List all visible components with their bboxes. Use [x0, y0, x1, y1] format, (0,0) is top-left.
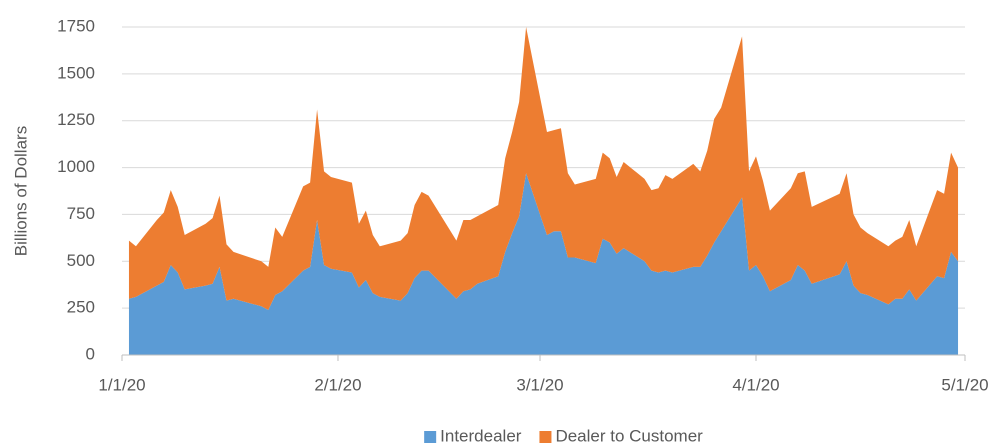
y-tick-label: 1250	[57, 110, 95, 129]
legend: Interdealer Dealer to Customer	[424, 426, 703, 445]
y-axis-title: Billions of Dollars	[11, 126, 30, 256]
y-tick-label: 250	[67, 298, 95, 317]
area	[128, 27, 959, 311]
y-tick-label: 1500	[57, 63, 95, 82]
y-tick-label: 1000	[57, 157, 95, 176]
x-tick-label: 2/1/20	[314, 375, 361, 394]
legend-swatch	[424, 431, 437, 443]
y-tick-label: 500	[67, 251, 95, 270]
x-tick-label: 5/1/20	[941, 375, 988, 394]
x-tick-label: 3/1/20	[516, 375, 563, 394]
area	[128, 173, 959, 355]
x-tick-label: 4/1/20	[732, 375, 779, 394]
legend-swatch	[539, 431, 552, 443]
y-tick-label: 1750	[57, 16, 95, 35]
legend-label: Interdealer	[440, 426, 522, 445]
x-tick-label: 1/1/20	[98, 375, 145, 394]
y-tick-label: 0	[86, 344, 95, 363]
y-tick-label: 750	[67, 204, 95, 223]
legend-label: Dealer to Customer	[555, 426, 703, 445]
